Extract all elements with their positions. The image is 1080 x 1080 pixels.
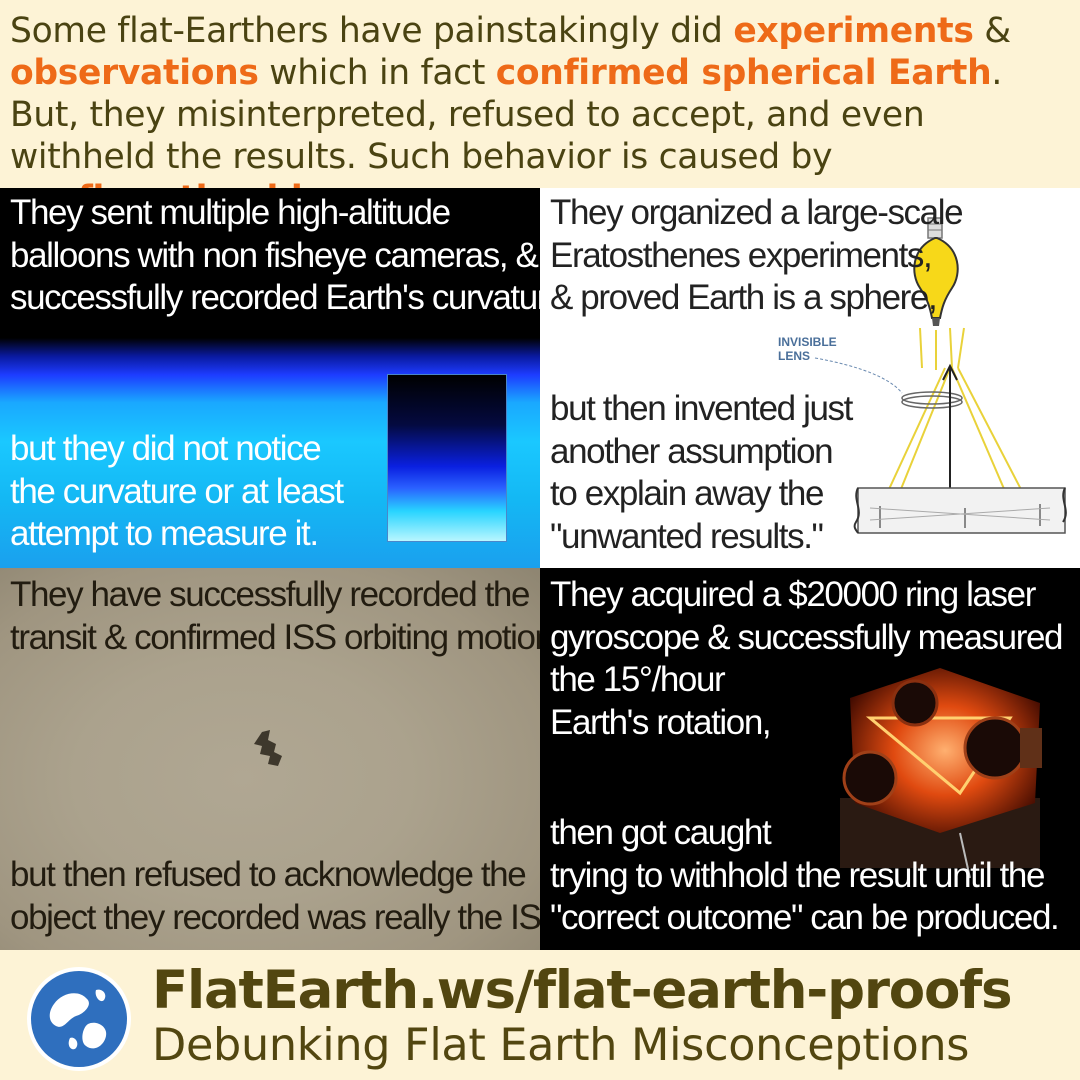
headline: Some flat-Earthers have painstakingly di… [0, 0, 1080, 219]
caption-line: but they did not notice [10, 429, 322, 468]
site-url: FlatEarth.ws/flat-earth-proofs [152, 960, 1013, 1021]
caption-line: the 15°/hour [550, 660, 726, 699]
balloon-panel: They sent multiple high-altitude balloon… [0, 188, 540, 568]
lens-label: LENS [778, 349, 810, 363]
caption-line: & proved Earth is a sphere, [550, 278, 938, 317]
caption-line: Eratosthenes experiments, [550, 235, 933, 275]
caption-line: balloons with non fisheye cameras, & [10, 235, 539, 275]
caption-line: transit & confirmed ISS orbiting motion, [10, 617, 540, 657]
caption-line: They have successfully recorded the ISS [10, 575, 540, 614]
caption-line: gyroscope & successfully measured [550, 617, 1064, 657]
caption-line: to explain away the [550, 474, 824, 513]
iss-caption-bottom: but then refused to acknowledge the obje… [10, 854, 540, 939]
iss-panel: They have successfully recorded the ISS … [0, 568, 540, 950]
caption-line: the curvature or at least [10, 471, 344, 511]
headline-text: which in fact [258, 53, 496, 93]
headline-highlight-observations: observations [10, 53, 259, 93]
balloon-caption-top: They sent multiple high-altitude balloon… [10, 192, 540, 320]
caption-line: They acquired a $20000 ring laser [550, 575, 1036, 614]
curvature-inset-image [387, 374, 507, 542]
balloon-caption-bottom: but they did not notice the curvature or… [10, 428, 344, 556]
caption-line: then got caught [550, 813, 772, 852]
caption-line: They organized a large-scale [550, 193, 964, 232]
caption-line: but then invented just [550, 389, 853, 428]
eratosthenes-caption-top: They organized a large-scale Eratosthene… [550, 192, 964, 320]
invisible-label: INVISIBLE [778, 335, 837, 349]
globe-logo-icon [27, 967, 131, 1071]
footer: FlatEarth.ws/flat-earth-proofs Debunking… [0, 950, 1080, 1080]
caption-line: "unwanted results." [550, 516, 824, 556]
lens-shape [901, 391, 963, 405]
caption-line: They sent multiple high-altitude [10, 193, 451, 232]
caption-line: trying to withhold the result until the [550, 855, 1045, 895]
headline-text: Some flat-Earthers have painstakingly di… [10, 11, 734, 51]
gyroscope-panel: They acquired a $20000 ring laser gyrosc… [540, 568, 1080, 950]
ground-slab [857, 487, 1066, 534]
caption-line: another assumption [550, 431, 834, 471]
headline-text: . But, they misinterpreted, refused to a… [10, 53, 1003, 177]
headline-highlight-confirmed: confirmed spherical Earth [495, 53, 992, 93]
caption-line: attempt to measure it. [10, 514, 319, 553]
caption-line: but then refused to acknowledge the [10, 855, 527, 894]
eratosthenes-caption-bottom: but then invented just another assumptio… [550, 388, 853, 558]
iss-silhouette [254, 730, 282, 766]
site-tagline: Debunking Flat Earth Misconceptions [152, 1020, 970, 1071]
ring-laser-gyroscope-image [840, 668, 1042, 879]
caption-line: Earth's rotation, [550, 702, 772, 742]
caption-line: "correct outcome" can be produced. [550, 898, 1060, 937]
lightbulb-lens-diagram: INVISIBLE LENS [778, 217, 1067, 534]
headline-highlight-experiments: experiments [733, 11, 974, 51]
iss-caption-top: They have successfully recorded the ISS … [10, 574, 540, 659]
gyroscope-caption-bottom: then got caught trying to withhold the r… [550, 812, 1060, 940]
lightbulb-icon [913, 217, 959, 326]
gyroscope-caption-top: They acquired a $20000 ring laser gyrosc… [550, 574, 1064, 744]
eratosthenes-panel: INVISIBLE LENS They organized a large-sc… [540, 188, 1080, 568]
headline-text: & [973, 11, 1011, 51]
caption-line: object they recorded was really the ISS. [10, 897, 540, 937]
caption-line: successfully recorded Earth's curvature, [10, 278, 540, 317]
